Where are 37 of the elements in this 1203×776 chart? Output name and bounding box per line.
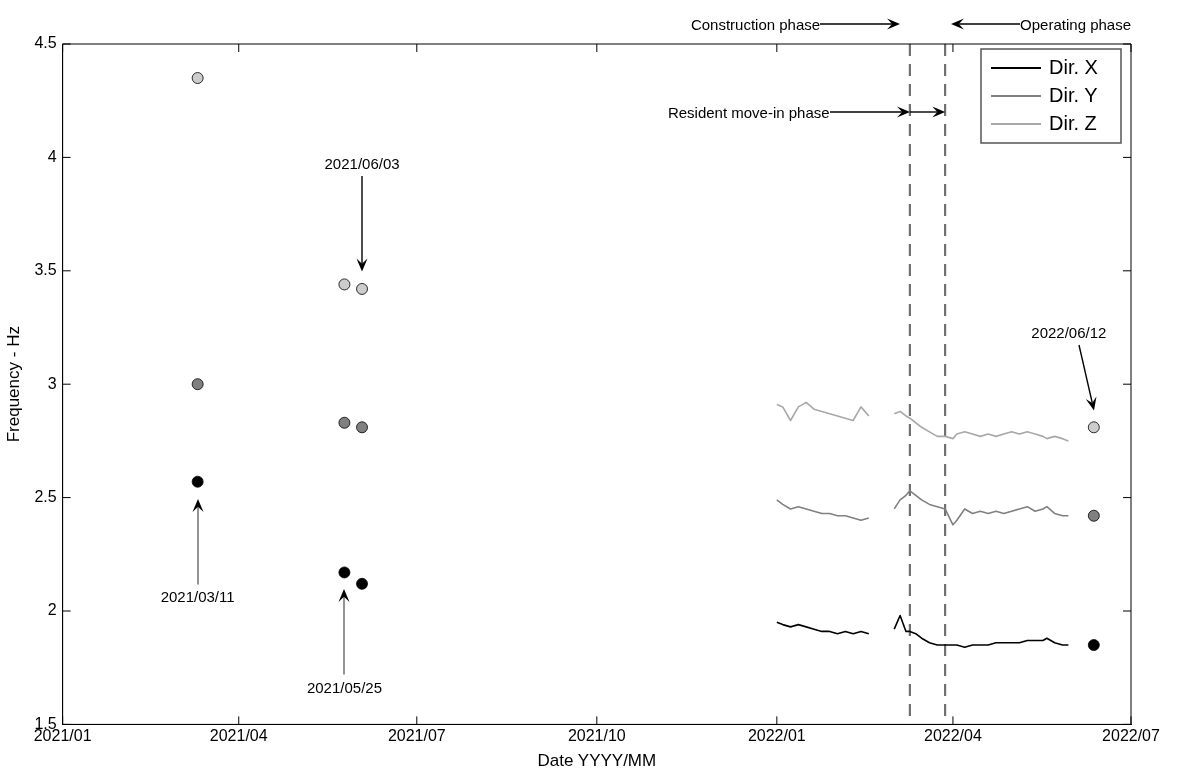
x-axis-title: Date YYYY/MM [537, 751, 657, 771]
y-axis-title: Frequency - Hz [3, 326, 23, 443]
x-tick-label: 2021/04 [209, 727, 268, 745]
annotation: 2021/06/03 [324, 155, 400, 173]
text: Construction phase [690, 15, 821, 33]
point [356, 283, 368, 295]
x-tick-label: 2022/07 [1102, 727, 1161, 745]
annotation: 2021/05/25 [306, 678, 382, 696]
legend-label: Dir. Z [1049, 111, 1097, 134]
x-tick-label: 2021/07 [387, 727, 446, 745]
point [1087, 639, 1100, 651]
text: Operating phase [1020, 15, 1132, 33]
y-tick-label: 3.5 [34, 261, 57, 279]
point [338, 416, 351, 429]
x-tick-label: 2022/01 [747, 727, 806, 745]
x-tick-label: 2021/01 [33, 727, 92, 745]
point [1087, 421, 1100, 434]
point [1087, 509, 1100, 522]
point [356, 577, 368, 590]
y-tick-label: 2.5 [34, 488, 57, 506]
annotation: Resident move-in phase [667, 103, 830, 121]
y-tick-label: 3 [47, 374, 57, 392]
legend-label: Dir. X [1049, 55, 1098, 78]
x-tick-label: 2021/10 [567, 727, 626, 745]
legend-label: Dir. Y [1049, 83, 1098, 106]
annotation: 2022/06/12 [1031, 323, 1107, 341]
x-tick-label: 2022/04 [924, 727, 982, 745]
point [191, 378, 204, 391]
point [356, 421, 368, 434]
point [338, 566, 351, 579]
point [191, 72, 204, 84]
y-tick-label: 4.5 [34, 34, 57, 52]
y-tick-label: 2 [47, 601, 57, 619]
point [191, 475, 204, 488]
annotation: 2021/03/11 [160, 588, 235, 606]
point [338, 278, 351, 291]
y-tick-label: 4 [47, 147, 57, 165]
